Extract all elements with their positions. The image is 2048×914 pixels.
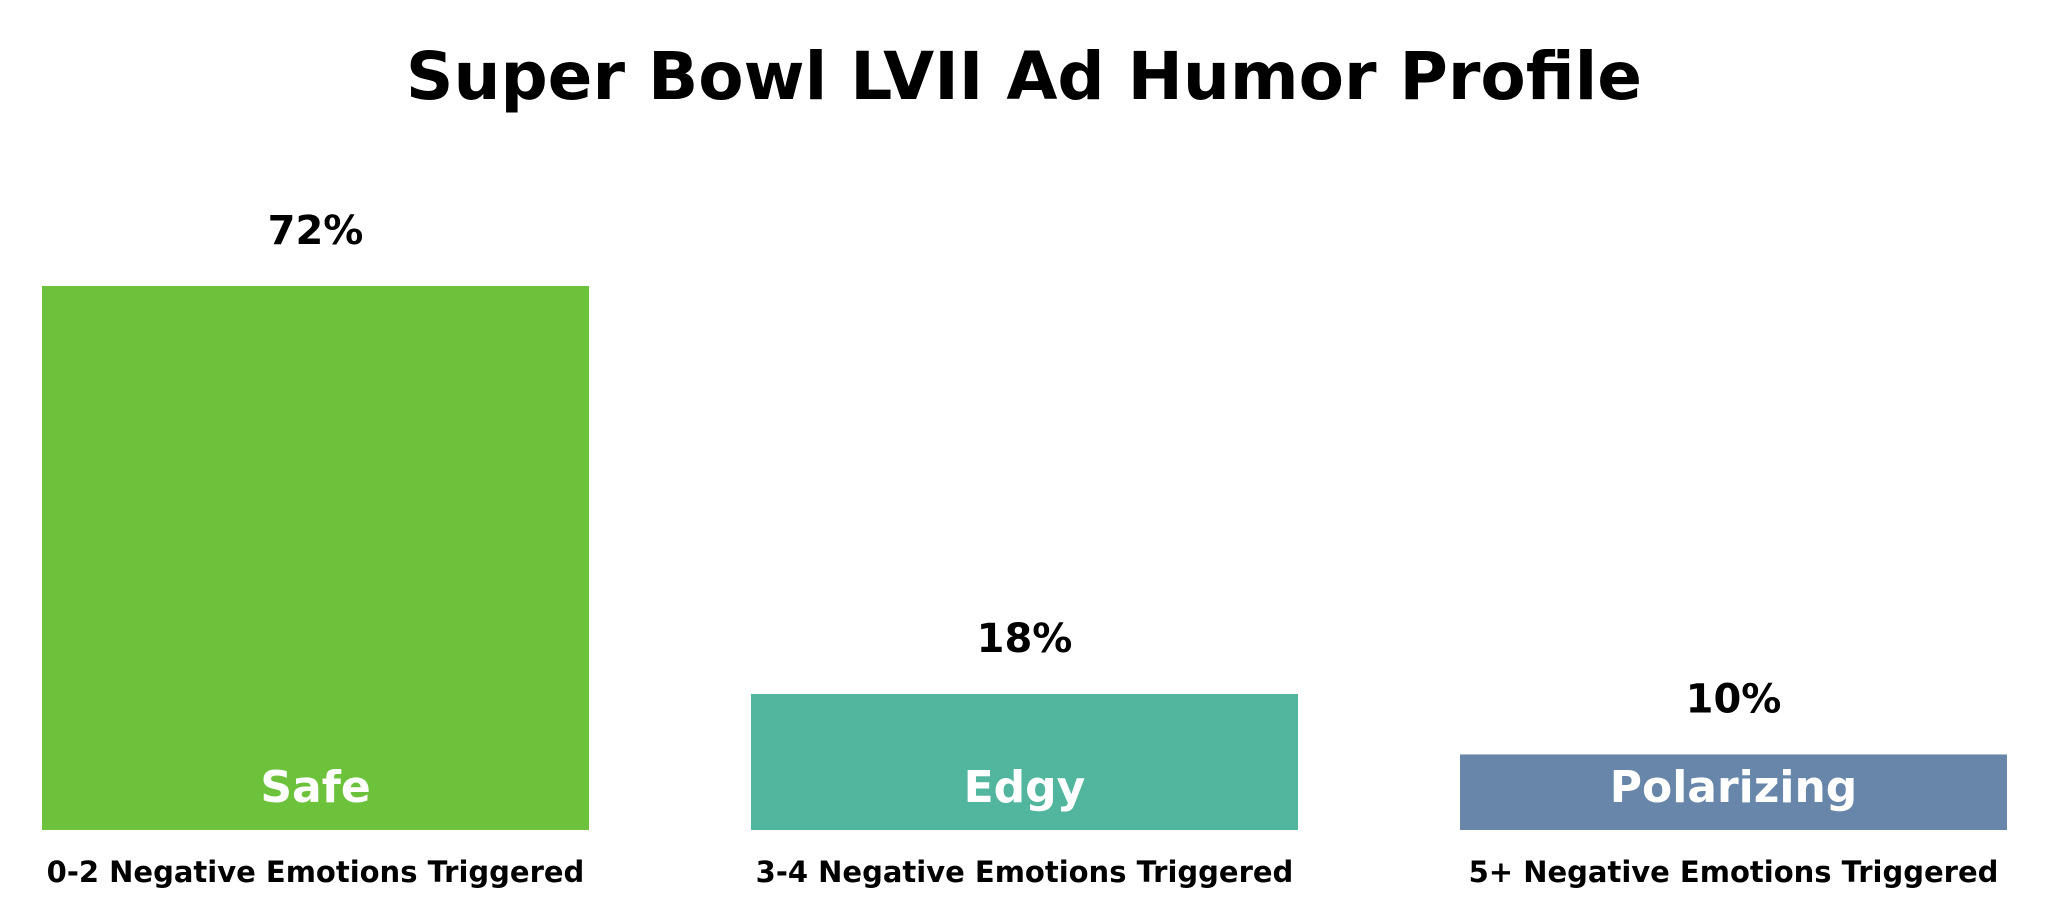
category-label: 5+ Negative Emotions Triggered <box>1469 855 1999 889</box>
bar-edgy <box>751 694 1298 830</box>
category-label: 0-2 Negative Emotions Triggered <box>47 855 585 889</box>
bar-polarizing <box>1460 754 2007 830</box>
category-label: 3-4 Negative Emotions Triggered <box>756 855 1294 889</box>
bar-safe <box>42 286 589 830</box>
bar-label: Edgy <box>964 762 1086 813</box>
value-label: 10% <box>1686 676 1782 722</box>
chart-title: Super Bowl LVII Ad Humor Profile <box>405 38 1643 115</box>
value-label: 18% <box>977 616 1073 662</box>
value-label: 72% <box>268 208 364 254</box>
bar-label: Polarizing <box>1610 762 1858 813</box>
bar-label: Safe <box>260 762 370 813</box>
